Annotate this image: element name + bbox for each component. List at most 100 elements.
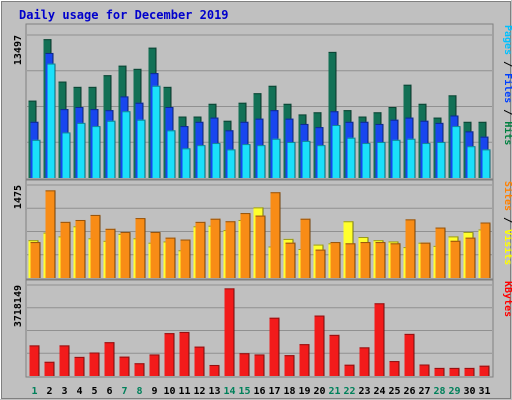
bar-pages-day-16-edge [264,145,266,178]
bar-sites-day-19-top [300,218,311,220]
bar-kbytes-day-6-top [104,342,115,344]
bar-sites-day-1-top [30,242,41,244]
bar-sites-day-4 [75,219,86,278]
bar-kbytes-day-2-top [44,361,55,363]
bar-pages-day-4-edge [84,122,86,178]
x-tick-label-5: 5 [91,386,97,397]
bar-sites-day-15-edge [249,213,251,278]
legend-entry-kbytes: KBytes [502,281,512,317]
legend-separator: / [502,103,512,121]
chart-title: Daily usage for December 2019 [19,8,229,22]
bar-hits-day-17-top [268,85,277,87]
bar-pages-day-29 [452,126,461,178]
bar-pages-day-6-edge [114,120,116,178]
bar-pages-day-15-edge [249,144,251,178]
bar-sites-day-24 [375,242,386,278]
bar-sites-day-23 [360,242,371,278]
panel-frame [25,23,494,180]
bar-sites-day-28 [435,227,446,278]
bar-pages-day-26-edge [414,138,416,178]
bar-sites-day-8-top [135,218,146,220]
bar-kbytes-day-10-edge [173,333,175,376]
bar-kbytes-day-25-edge [398,361,400,376]
bar-kbytes-day-7-top [119,356,130,358]
bar-kbytes-day-28-top [434,367,445,369]
bar-pages-day-5 [92,126,101,178]
x-tick-label-2: 2 [46,386,52,397]
bar-kbytes-day-5-top [89,352,100,354]
bar-kbytes-day-2 [44,361,55,376]
bar-hits-day-18-top [283,103,292,105]
bar-pages-day-30-edge [474,146,476,178]
x-tick-label-7: 7 [121,386,127,397]
bar-kbytes-day-30 [464,367,475,376]
bar-hits-day-31-top [478,121,487,123]
bar-kbytes-day-25-top [389,361,400,363]
bar-pages-day-13 [212,143,221,178]
bar-visits-day-30-top [463,231,474,233]
bar-hits-day-12-top [193,116,202,118]
bar-kbytes-day-1-top [29,345,40,347]
bar-pages-day-10-edge [174,130,176,178]
bar-pages-day-25 [392,139,401,178]
bar-pages-day-14-edge [234,149,236,178]
y-max-label: 3718149 [13,285,24,327]
bar-hits-day-8-top [133,68,142,70]
bar-pages-day-18-top [287,141,296,143]
bar-kbytes-day-11-top [179,331,190,333]
bar-files-day-19-top [300,123,309,125]
bar-pages-day-31-top [482,149,491,151]
bar-kbytes-day-1 [29,345,40,376]
bar-sites-day-14-top [225,221,236,223]
x-tick-label-3: 3 [61,386,67,397]
bar-kbytes-day-16-edge [263,354,265,376]
bar-pages-day-16 [257,145,266,178]
bar-pages-day-13-edge [219,143,221,178]
panel-frame [25,179,494,280]
bar-kbytes-day-26-top [404,333,415,335]
x-tick-label-26: 26 [403,386,415,397]
panel-visits_sites: 1475 Sites / Visits [13,179,512,280]
bar-files-day-3-top [60,109,69,111]
bar-hits-day-28-top [433,117,442,119]
bar-visits-day-18-top [283,238,294,240]
bar-kbytes-day-9-edge [158,354,160,376]
bar-sites-day-13-top [210,218,221,220]
bar-hits-day-21-top [328,51,337,53]
bar-sites-day-3 [60,221,71,278]
bar-kbytes-day-9-top [149,354,160,356]
bar-kbytes-day-19 [299,344,310,376]
bar-hits-day-27-top [418,103,427,105]
bar-files-day-1-top [30,121,39,123]
bar-pages-day-25-edge [399,139,401,178]
bar-hits-day-19-top [298,114,307,116]
bar-sites-day-14 [225,221,236,278]
bar-pages-day-24-top [377,141,386,143]
bar-kbytes-day-27-edge [428,364,430,376]
bar-visits-day-29-top [448,236,459,238]
panel-hits_files_pages: 13497 Pages / Files / Hits [13,23,512,180]
bar-kbytes-day-20-edge [323,315,325,376]
x-tick-label-14: 14 [223,386,235,397]
x-tick-label-24: 24 [373,386,385,397]
bar-sites-day-7-top [120,231,131,233]
bar-pages-day-31 [482,149,491,178]
bar-sites-day-10 [165,237,176,278]
bar-pages-day-24 [377,141,386,178]
bar-pages-day-30-top [467,146,476,148]
bar-sites-day-10-top [165,237,176,239]
x-tick-label-9: 9 [151,386,157,397]
bar-pages-day-19-edge [309,140,311,178]
bar-kbytes-day-22-top [344,364,355,366]
bar-kbytes-day-7 [119,356,130,376]
bar-sites-day-25-edge [399,243,401,278]
legend: Pages / Files / Hits [502,25,512,145]
bar-pages-day-12-edge [204,145,206,178]
bar-kbytes-day-28 [434,367,445,376]
bar-kbytes-day-15-edge [248,353,250,376]
bar-hits-day-5-top [88,86,97,88]
bar-sites-day-19-edge [309,218,311,278]
bar-sites-day-13 [210,218,221,278]
bar-sites-day-26-top [405,219,416,221]
bar-sites-day-1 [30,242,41,278]
